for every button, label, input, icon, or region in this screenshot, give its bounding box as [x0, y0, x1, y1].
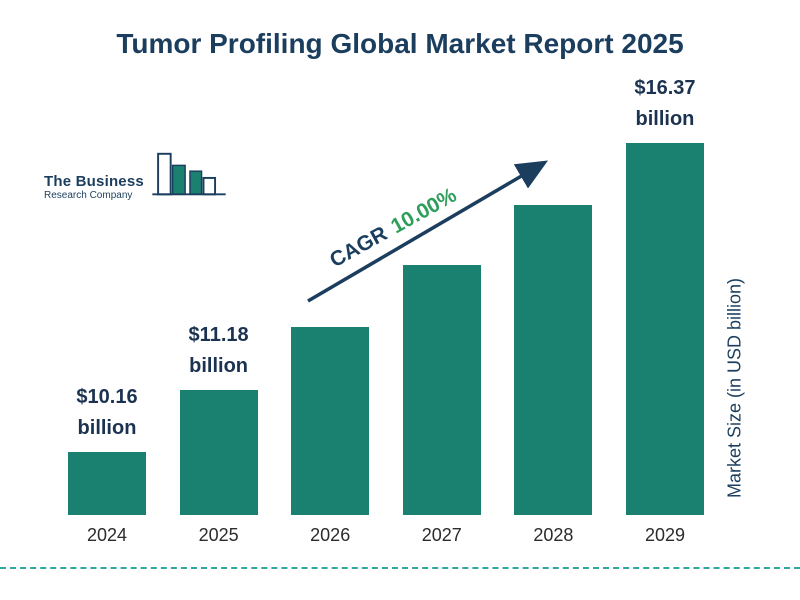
bar-column-2029: $16.37 billion 2029 [625, 60, 704, 545]
y-axis-label: Market Size (in USD billion) [724, 277, 745, 499]
logo-text: The Business Research Company [44, 173, 144, 209]
value-label-line: $16.37 [634, 77, 696, 99]
bar-2024 [68, 452, 146, 515]
value-label-2024: $10.16 billion [76, 382, 137, 444]
value-label-line: billion [635, 108, 695, 130]
logo-line1: The Business [44, 173, 144, 190]
bar-2025 [179, 390, 258, 515]
bar-column-2025: $11.18 billion 2025 [179, 60, 258, 545]
logo-barchart-icon [150, 148, 228, 209]
company-logo: The Business Research Company [44, 148, 228, 209]
x-tick-label-2025: 2025 [198, 525, 239, 545]
bar-column-2024: $10.16 billion 2024 [68, 60, 146, 545]
bar-2027 [402, 265, 481, 515]
bar-column-2028: 2028 [514, 60, 593, 545]
bar-2026 [291, 327, 370, 515]
chart-title: Tumor Profiling Global Market Report 202… [116, 28, 684, 59]
bar-column-2026: 2026 [291, 60, 370, 545]
bar-2028 [514, 205, 593, 515]
logo-line2: Research Company [44, 190, 133, 201]
bottom-dashed-divider [0, 567, 800, 569]
value-label-line: $10.16 [76, 386, 138, 408]
x-tick-label-2024: 2024 [86, 525, 128, 545]
bar-column-2027: 2027 [402, 60, 481, 545]
x-tick-label-2028: 2028 [533, 525, 574, 545]
value-label-line: billion [77, 417, 137, 439]
value-label-line: billion [189, 355, 249, 377]
x-tick-label-2029: 2029 [644, 525, 685, 545]
x-tick-label-2026: 2026 [310, 525, 351, 545]
bar-chart: $10.16 billion 2024 $11.18 billion 2025 2026 20… [68, 60, 704, 545]
x-tick-label-2027: 2027 [421, 525, 462, 545]
value-label-2025: $11.18 billion [189, 320, 249, 382]
value-label-line: $11.18 [188, 324, 249, 346]
bar-2029 [625, 143, 704, 515]
value-label-2029: $16.37 billion [634, 73, 695, 135]
